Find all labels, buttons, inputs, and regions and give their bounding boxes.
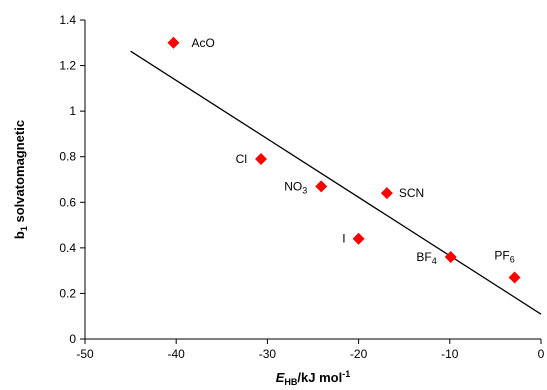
data-point-label: AcO (191, 36, 214, 50)
data-point-label: BF4 (416, 250, 436, 266)
data-point-marker (167, 36, 180, 49)
data-point-marker (380, 187, 393, 200)
data-point-label-main: AcO (191, 36, 214, 50)
data-point-marker (444, 250, 457, 263)
y-axis-title-rest: solvatomagnetic (12, 120, 27, 226)
y-tick-label: 1 (69, 104, 76, 118)
data-point-label-main: Cl (236, 152, 247, 166)
data-point-label: I (342, 232, 345, 246)
y-tick-label: 0.4 (59, 241, 76, 255)
x-axis-title-sub: HB (284, 377, 297, 387)
data-point-label: NO3 (284, 179, 307, 195)
x-tick-label: -10 (441, 347, 459, 361)
data-point-label-sub: 6 (510, 254, 515, 264)
data-point-label-sub: 3 (302, 185, 307, 195)
data-point-label: SCN (399, 186, 424, 200)
trend-line (130, 50, 542, 315)
data-point-label-main: I (342, 232, 345, 246)
x-tick-label: -20 (350, 347, 368, 361)
x-axis-title: EHB/kJ mol-1 (276, 369, 350, 387)
data-point-label-main: NO (284, 179, 302, 193)
x-tick-label: -30 (259, 347, 277, 361)
x-axis-title-main: E (276, 370, 285, 385)
data-points (167, 36, 521, 284)
x-tick-label: -50 (76, 347, 94, 361)
data-point-label: PF6 (494, 248, 514, 264)
data-point-marker (315, 180, 328, 193)
y-tick-label: 1.2 (59, 59, 76, 73)
y-axis-title: b1 solvatomagnetic (12, 120, 29, 239)
data-point-marker (352, 232, 365, 245)
y-tick-label: 0.2 (59, 286, 76, 300)
point-labels: AcO Cl NO3 SCN I BF4 PF6 (191, 36, 514, 266)
x-tick-label: -40 (168, 347, 186, 361)
y-tick-label: 0 (69, 332, 76, 346)
data-point-label: Cl (236, 152, 247, 166)
data-point-label-main: PF (494, 248, 509, 262)
data-point-label-main: BF (416, 250, 431, 264)
data-point-label-main: SCN (399, 186, 424, 200)
y-tick-label: 1.4 (59, 13, 76, 27)
x-axis-title-rest: /kJ mol (297, 370, 342, 385)
x-axis-title-sup: -1 (342, 369, 350, 379)
y-tick-label: 0.8 (59, 150, 76, 164)
y-axis-title-sub: 1 (19, 226, 29, 231)
data-point-marker (255, 152, 268, 165)
y-tick-label: 0.6 (59, 195, 76, 209)
x-tick-label: 0 (538, 347, 545, 361)
axes: 0 0.2 0.4 0.6 0.8 1 1.2 1.4 -50 -40 -30 -20 -10 0 (59, 13, 544, 361)
data-point-label-sub: 4 (432, 256, 437, 266)
y-axis-title-main: b (12, 231, 27, 239)
data-point-marker (508, 271, 521, 284)
